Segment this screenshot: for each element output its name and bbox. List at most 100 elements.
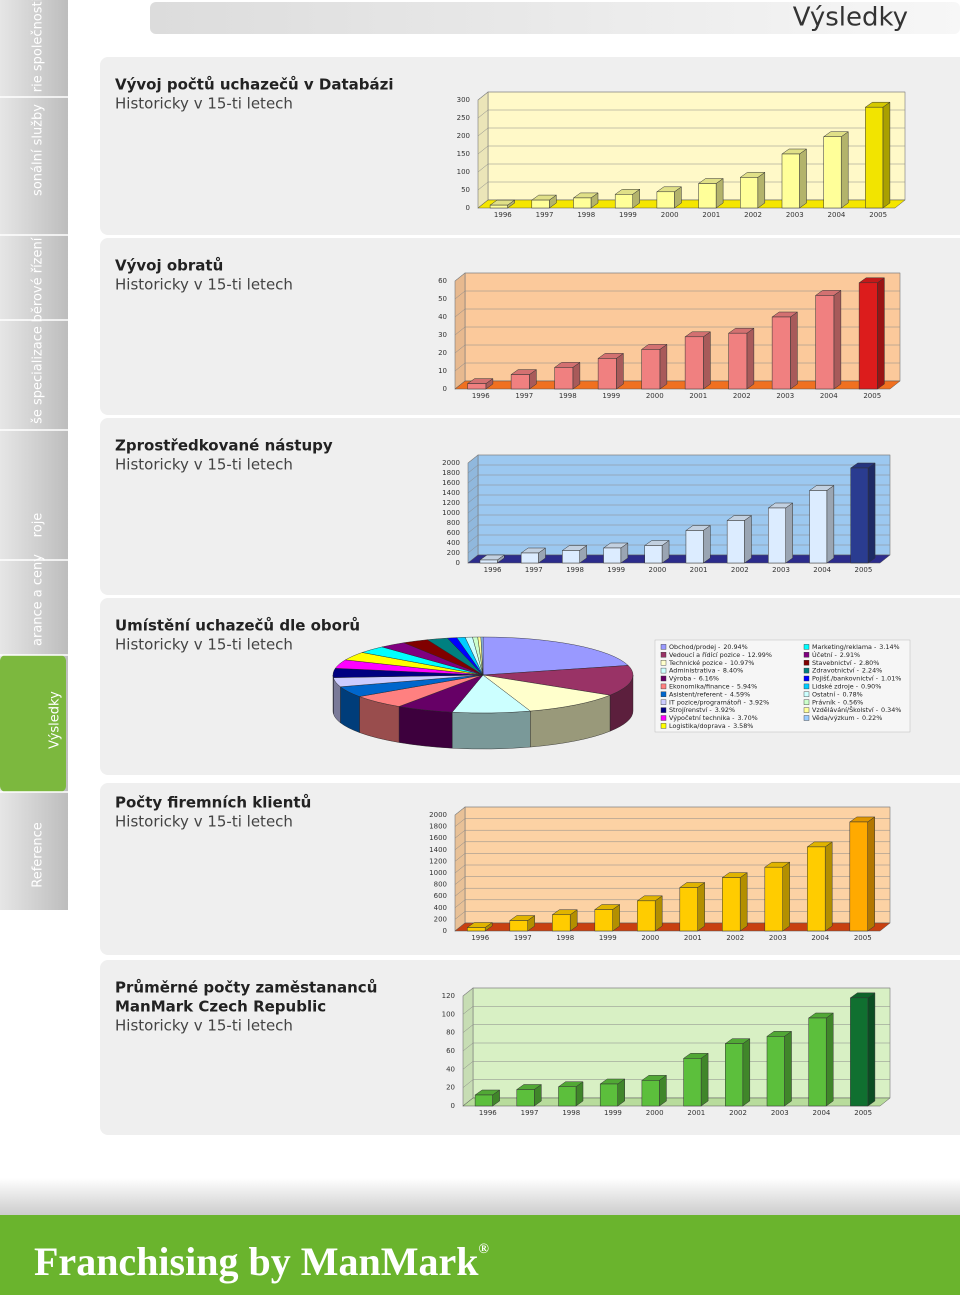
legend-name: Stavebnictví -	[812, 659, 856, 667]
y-tick-label: 120	[442, 992, 455, 1000]
chart-subtitle: Historicky v 15-ti letech	[115, 813, 293, 831]
y-tick-label: 300	[457, 96, 470, 104]
legend-name: Vzdělávání/Školství -	[812, 705, 878, 714]
legend-entry: Administrativa -8.40%	[669, 667, 743, 675]
bar	[765, 867, 783, 931]
nav-tab[interactable]: sonální služby	[31, 104, 46, 196]
legend-name: Asistent/referent -	[669, 690, 727, 698]
nav-tab[interactable]: běrové řízení	[31, 237, 46, 322]
bar	[850, 822, 868, 931]
legend-swatch	[661, 716, 666, 721]
chart-subtitle: Historicky v 15-ti letech	[115, 1017, 293, 1035]
legend-value: 0.34%	[881, 706, 901, 714]
bar	[722, 878, 740, 931]
x-tick-label: 1996	[494, 211, 512, 219]
x-tick-label: 1999	[607, 566, 625, 574]
legend-entry: Výroba -6.16%	[669, 675, 719, 683]
legend-value: 3.14%	[879, 643, 899, 651]
x-tick-label: 1997	[536, 211, 554, 219]
legend-entry: Stavebnictví -2.80%	[812, 659, 879, 667]
legend-entry: Zdravotnictví -2.24%	[812, 667, 882, 675]
legend-swatch	[804, 652, 809, 657]
chart-subtitle: Historicky v 15-ti letech	[115, 456, 293, 474]
legend-value: 3.70%	[737, 714, 757, 722]
bar	[645, 546, 662, 564]
brand-mark: ®	[478, 1242, 489, 1257]
bar-side	[800, 149, 807, 208]
y-tick-label: 1400	[442, 489, 460, 497]
y-tick-label: 1000	[429, 869, 447, 877]
y-tick-label: 1200	[442, 499, 460, 507]
y-tick-label: 200	[457, 132, 470, 140]
bar	[685, 337, 703, 389]
legend-name: Lidské zdroje -	[812, 683, 858, 691]
x-tick-label: 2001	[687, 1109, 705, 1117]
x-tick-label: 2000	[641, 934, 659, 942]
bar-side	[743, 1039, 750, 1106]
footer-brand: Franchising by ManMark®	[34, 1239, 489, 1284]
legend-swatch	[661, 700, 666, 705]
legend-swatch	[661, 684, 666, 689]
bar-side	[783, 862, 790, 931]
legend-entry: Účetní -2.91%	[812, 650, 860, 659]
nav-tab[interactable]: še specializace	[31, 326, 46, 424]
legend-name: Zdravotnictví -	[812, 667, 859, 675]
bar	[859, 283, 877, 389]
legend-entry: Právník -0.56%	[812, 698, 863, 706]
bar	[729, 333, 747, 389]
bar	[727, 521, 744, 564]
legend-name: Účetní -	[812, 650, 837, 659]
legend-swatch	[661, 668, 666, 673]
y-tick-label: 50	[438, 295, 447, 303]
x-tick-label: 1999	[602, 392, 620, 400]
x-tick-label: 2000	[646, 1109, 664, 1117]
legend-entry: Vedoucí a řídící pozice -12.99%	[669, 651, 772, 659]
x-tick-label: 2004	[813, 1109, 831, 1117]
y-tick-label: 2000	[442, 459, 460, 467]
y-tick-label: 20	[446, 1084, 455, 1092]
legend-entry: Lidské zdroje -0.90%	[812, 683, 881, 691]
legend-value: 3.92%	[749, 698, 769, 706]
y-tick-label: 100	[457, 168, 470, 176]
x-tick-label: 1999	[599, 934, 617, 942]
x-tick-label: 2001	[689, 392, 707, 400]
y-tick-label: 0	[456, 559, 460, 567]
y-tick-label: 20	[438, 349, 447, 357]
y-tick-label: 150	[457, 150, 470, 158]
x-tick-label: 1998	[566, 566, 584, 574]
y-tick-label: 30	[438, 331, 447, 339]
bar	[850, 998, 868, 1106]
legend-value: 0.56%	[843, 698, 863, 706]
pie-side	[452, 711, 530, 749]
x-tick-label: 2003	[769, 934, 787, 942]
legend-name: Výpočetní technika -	[669, 714, 734, 722]
nav-tab[interactable]: arance a ceny	[31, 554, 46, 646]
bar-side	[785, 1031, 792, 1106]
bar-side	[655, 896, 662, 931]
bar-side	[786, 503, 793, 563]
bar	[562, 551, 579, 564]
bar	[510, 921, 528, 931]
x-tick-label: 2003	[786, 211, 804, 219]
bar	[511, 375, 529, 389]
chart-subtitle: Historicky v 15-ti letech	[115, 276, 293, 294]
bar	[684, 1058, 702, 1106]
nav-tab[interactable]: Výsledky	[48, 691, 63, 749]
x-tick-label: 1997	[514, 934, 532, 942]
legend-value: 8.40%	[723, 667, 743, 675]
x-tick-label: 2005	[863, 392, 881, 400]
x-tick-label: 2002	[733, 392, 751, 400]
legend-swatch	[661, 676, 666, 681]
nav-tab[interactable]: roje	[31, 513, 46, 538]
y-tick-label: 200	[447, 549, 460, 557]
nav-tab[interactable]: rie společnosti	[31, 0, 46, 92]
bar-side	[868, 993, 875, 1106]
y-tick-label: 40	[438, 313, 447, 321]
nav-tab[interactable]: Reference	[31, 822, 46, 887]
chart-title: ManMark Czech Republic	[115, 998, 326, 1016]
bar	[480, 560, 497, 563]
legend-value: 2.91%	[840, 651, 860, 659]
y-tick-label: 400	[434, 904, 447, 912]
x-tick-label: 1999	[619, 211, 637, 219]
